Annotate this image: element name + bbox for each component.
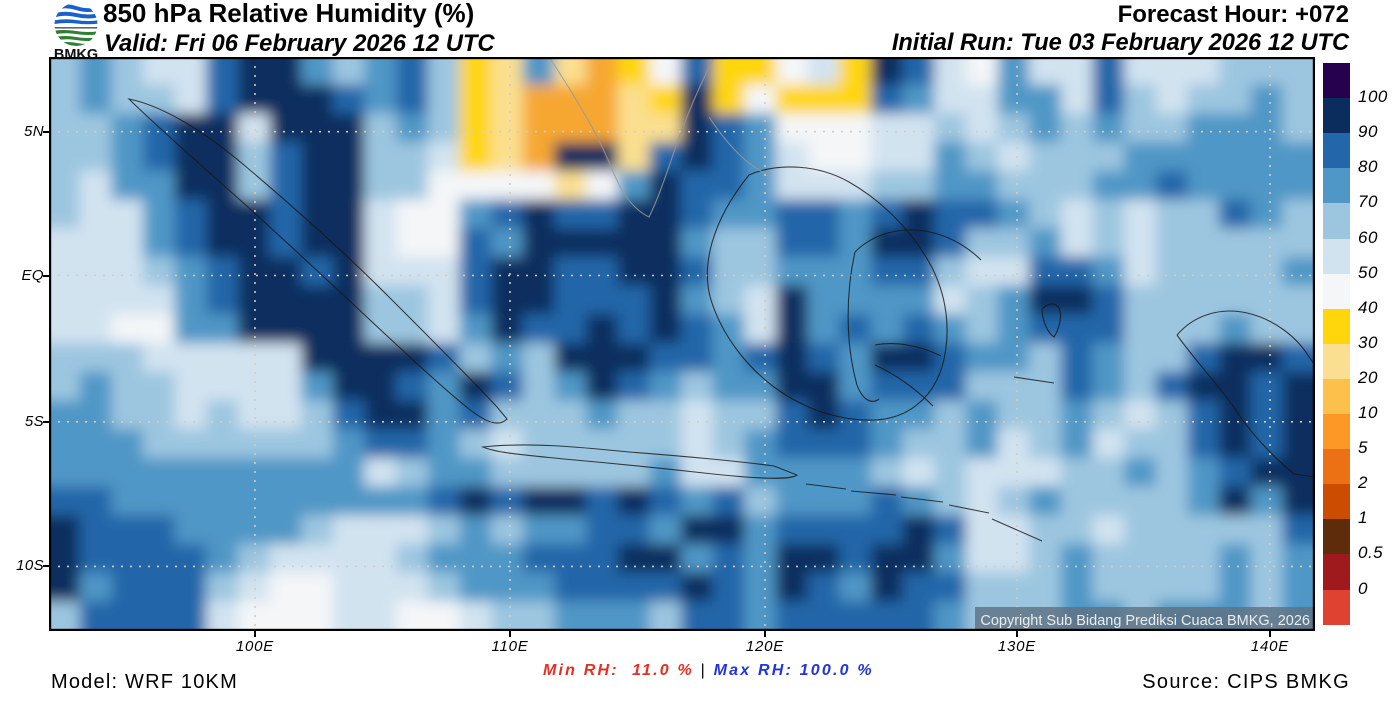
svg-text:BMKG: BMKG: [54, 47, 98, 60]
svg-text:Copyright Sub Bidang Prediksi: Copyright Sub Bidang Prediksi Cuaca BMKG…: [980, 613, 1310, 629]
